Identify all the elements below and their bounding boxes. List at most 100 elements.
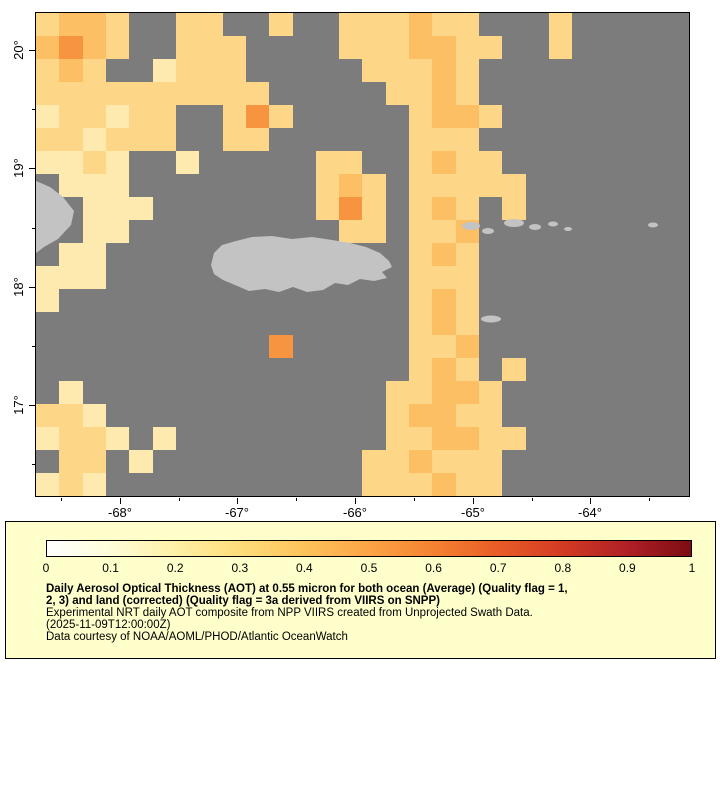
aot-cell bbox=[455, 266, 480, 289]
aot-cell bbox=[339, 427, 363, 450]
y-axis-major-tick bbox=[29, 287, 35, 288]
aot-cell bbox=[525, 197, 550, 220]
aot-cell bbox=[245, 128, 270, 151]
aot-cell bbox=[152, 151, 176, 174]
aot-cell bbox=[479, 358, 503, 381]
aot-cell bbox=[665, 312, 689, 335]
aot-cell bbox=[59, 289, 83, 312]
aot-cell bbox=[129, 358, 153, 381]
aot-cell bbox=[82, 335, 106, 358]
aot-cell bbox=[152, 427, 176, 450]
aot-cell bbox=[572, 381, 596, 404]
aot-cell bbox=[36, 36, 60, 59]
y-axis-label: 19° bbox=[11, 158, 26, 178]
aot-cell bbox=[245, 312, 270, 335]
aot-cell bbox=[572, 427, 596, 450]
aot-cell bbox=[549, 450, 573, 473]
aot-cell bbox=[502, 13, 526, 36]
aot-cell bbox=[59, 13, 83, 36]
aot-cell bbox=[36, 13, 60, 36]
aot-cell bbox=[642, 335, 666, 358]
aot-cell bbox=[362, 128, 386, 151]
aot-cell bbox=[129, 312, 153, 335]
aot-cell bbox=[175, 473, 200, 496]
aot-cell bbox=[152, 220, 176, 243]
y-axis-minor-tick bbox=[32, 109, 35, 110]
aot-cell bbox=[292, 312, 316, 335]
aot-cell bbox=[222, 59, 246, 82]
aot-cell bbox=[432, 59, 456, 82]
aot-cell bbox=[59, 36, 83, 59]
aot-cell bbox=[455, 427, 480, 450]
aot-cell bbox=[269, 335, 293, 358]
aot-cell bbox=[315, 427, 340, 450]
aot-cell bbox=[502, 473, 526, 496]
aot-cell bbox=[455, 36, 480, 59]
aot-cell bbox=[269, 82, 293, 105]
aot-cell bbox=[619, 197, 643, 220]
aot-cell bbox=[409, 36, 433, 59]
aot-cell bbox=[432, 427, 456, 450]
aot-cell bbox=[129, 174, 153, 197]
aot-cell bbox=[432, 358, 456, 381]
aot-cell bbox=[502, 266, 526, 289]
aot-cell bbox=[525, 243, 550, 266]
aot-cell bbox=[642, 450, 666, 473]
aot-cell bbox=[502, 335, 526, 358]
aot-cell bbox=[362, 335, 386, 358]
aot-cell bbox=[59, 128, 83, 151]
aot-cell bbox=[385, 289, 410, 312]
aot-cell bbox=[479, 36, 503, 59]
aot-cell bbox=[269, 13, 293, 36]
aot-cell bbox=[222, 36, 246, 59]
aot-cell bbox=[36, 358, 60, 381]
x-axis-major-tick bbox=[237, 498, 238, 504]
aot-cell bbox=[385, 105, 410, 128]
aot-cell bbox=[385, 243, 410, 266]
aot-cell bbox=[409, 312, 433, 335]
aot-cell bbox=[105, 82, 130, 105]
aot-cell bbox=[502, 289, 526, 312]
aot-cell bbox=[595, 381, 620, 404]
aot-cell bbox=[105, 427, 130, 450]
aot-cell bbox=[525, 82, 550, 105]
aot-cell bbox=[572, 174, 596, 197]
aot-cell bbox=[222, 174, 246, 197]
aot-cell bbox=[455, 473, 480, 496]
aot-cell bbox=[479, 381, 503, 404]
aot-cell bbox=[409, 243, 433, 266]
landmass-islet bbox=[564, 227, 572, 231]
aot-cell bbox=[409, 266, 433, 289]
aot-cell bbox=[362, 82, 386, 105]
aot-cell bbox=[315, 473, 340, 496]
map-plot bbox=[35, 12, 690, 497]
caption-credit: Data courtesy of NOAA/AOML/PHOD/Atlantic… bbox=[46, 631, 348, 643]
x-axis-minor-tick bbox=[296, 498, 297, 501]
colorbar bbox=[46, 540, 692, 557]
aot-cell bbox=[82, 266, 106, 289]
y-axis-minor-tick bbox=[32, 228, 35, 229]
aot-cell bbox=[152, 404, 176, 427]
aot-cell bbox=[105, 174, 130, 197]
aot-cell bbox=[82, 59, 106, 82]
aot-cell bbox=[82, 450, 106, 473]
aot-cell bbox=[152, 197, 176, 220]
aot-cell bbox=[315, 151, 340, 174]
aot-cell bbox=[175, 427, 200, 450]
aot-cell bbox=[455, 59, 480, 82]
landmass-islet bbox=[462, 222, 480, 230]
aot-cell bbox=[642, 473, 666, 496]
aot-cell bbox=[525, 312, 550, 335]
aot-cell bbox=[199, 358, 223, 381]
aot-cell bbox=[642, 312, 666, 335]
aot-cell bbox=[595, 82, 620, 105]
aot-cell bbox=[595, 289, 620, 312]
y-axis-label: 17° bbox=[11, 395, 26, 415]
aot-cell bbox=[245, 105, 270, 128]
aot-cell bbox=[549, 381, 573, 404]
landmass-islet bbox=[529, 224, 541, 230]
colorbar-tick-label: 0.2 bbox=[166, 561, 184, 575]
colorbar-tick-label: 1 bbox=[688, 561, 696, 575]
aot-cell bbox=[245, 450, 270, 473]
aot-cell bbox=[339, 105, 363, 128]
